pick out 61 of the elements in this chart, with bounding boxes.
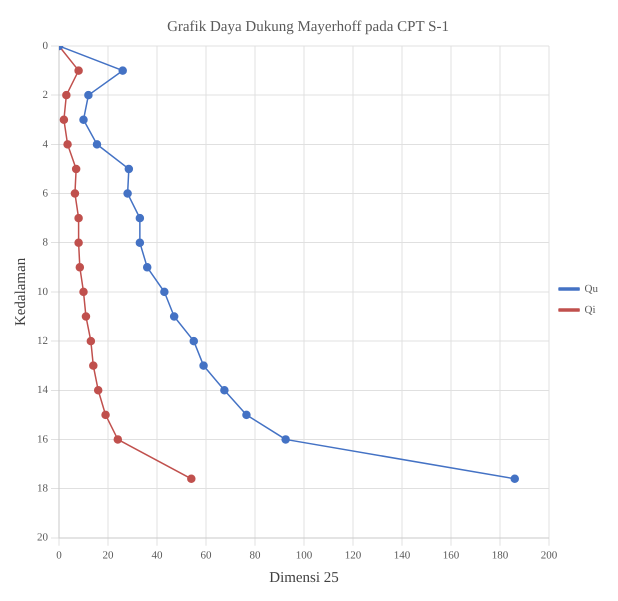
x-tick-label: 20: [102, 549, 114, 562]
point: [118, 66, 127, 75]
point: [114, 435, 122, 444]
y-tick-label: 8: [42, 236, 48, 249]
point: [220, 386, 229, 395]
point: [281, 435, 290, 444]
x-tick-label: 120: [344, 549, 362, 562]
y-tick-label: 6: [42, 187, 48, 200]
x-tick-label: 0: [56, 549, 62, 562]
point: [63, 140, 72, 149]
y-axis-title: Kedalaman: [12, 257, 29, 326]
legend-label: Qu: [584, 282, 598, 295]
y-tick-label: 0: [42, 40, 48, 52]
legend-label: Qi: [584, 304, 596, 316]
x-axis-title: Dimensi 25: [269, 570, 339, 586]
point: [72, 164, 80, 174]
point: [79, 288, 88, 296]
x-tick-label: 160: [442, 549, 460, 562]
y-tick-label: 14: [37, 384, 48, 396]
point: [160, 288, 169, 296]
point: [79, 116, 88, 124]
point: [123, 189, 132, 198]
y-tick-label: 18: [37, 482, 48, 495]
point: [74, 238, 83, 247]
point: [62, 90, 71, 100]
point: [89, 361, 98, 370]
point: [136, 238, 144, 247]
point: [70, 189, 80, 198]
chart-title: Grafik Daya Dukung Mayerhoff pada CPT S-1: [167, 18, 449, 35]
x-tick-label: 200: [540, 549, 558, 562]
point: [124, 164, 134, 174]
x-tick-label: 80: [250, 549, 262, 562]
point: [170, 312, 178, 321]
point: [86, 336, 96, 346]
point: [76, 263, 84, 272]
point: [142, 263, 152, 272]
y-tick-label: 12: [37, 334, 48, 347]
x-tick-label: 180: [492, 549, 509, 562]
point: [136, 214, 144, 222]
x-tick-label: 40: [152, 549, 164, 562]
point: [60, 116, 68, 124]
point: [510, 474, 519, 484]
point: [74, 66, 83, 75]
point: [94, 386, 102, 395]
y-tick-label: 2: [42, 89, 48, 102]
point: [187, 474, 196, 484]
x-tick-label: 140: [394, 549, 411, 562]
point: [242, 410, 251, 420]
y-tick-label: 10: [37, 286, 48, 298]
x-tick-label: 100: [296, 549, 313, 562]
point: [74, 214, 83, 222]
y-tick-label: 20: [37, 532, 48, 544]
point: [84, 90, 93, 100]
point: [199, 361, 208, 370]
point: [190, 336, 198, 346]
y-tick-label: 4: [42, 138, 48, 150]
y-tick-label: 16: [37, 433, 48, 446]
point: [82, 312, 90, 321]
point: [92, 140, 102, 149]
point: [101, 410, 110, 420]
x-tick-label: 60: [200, 549, 212, 562]
